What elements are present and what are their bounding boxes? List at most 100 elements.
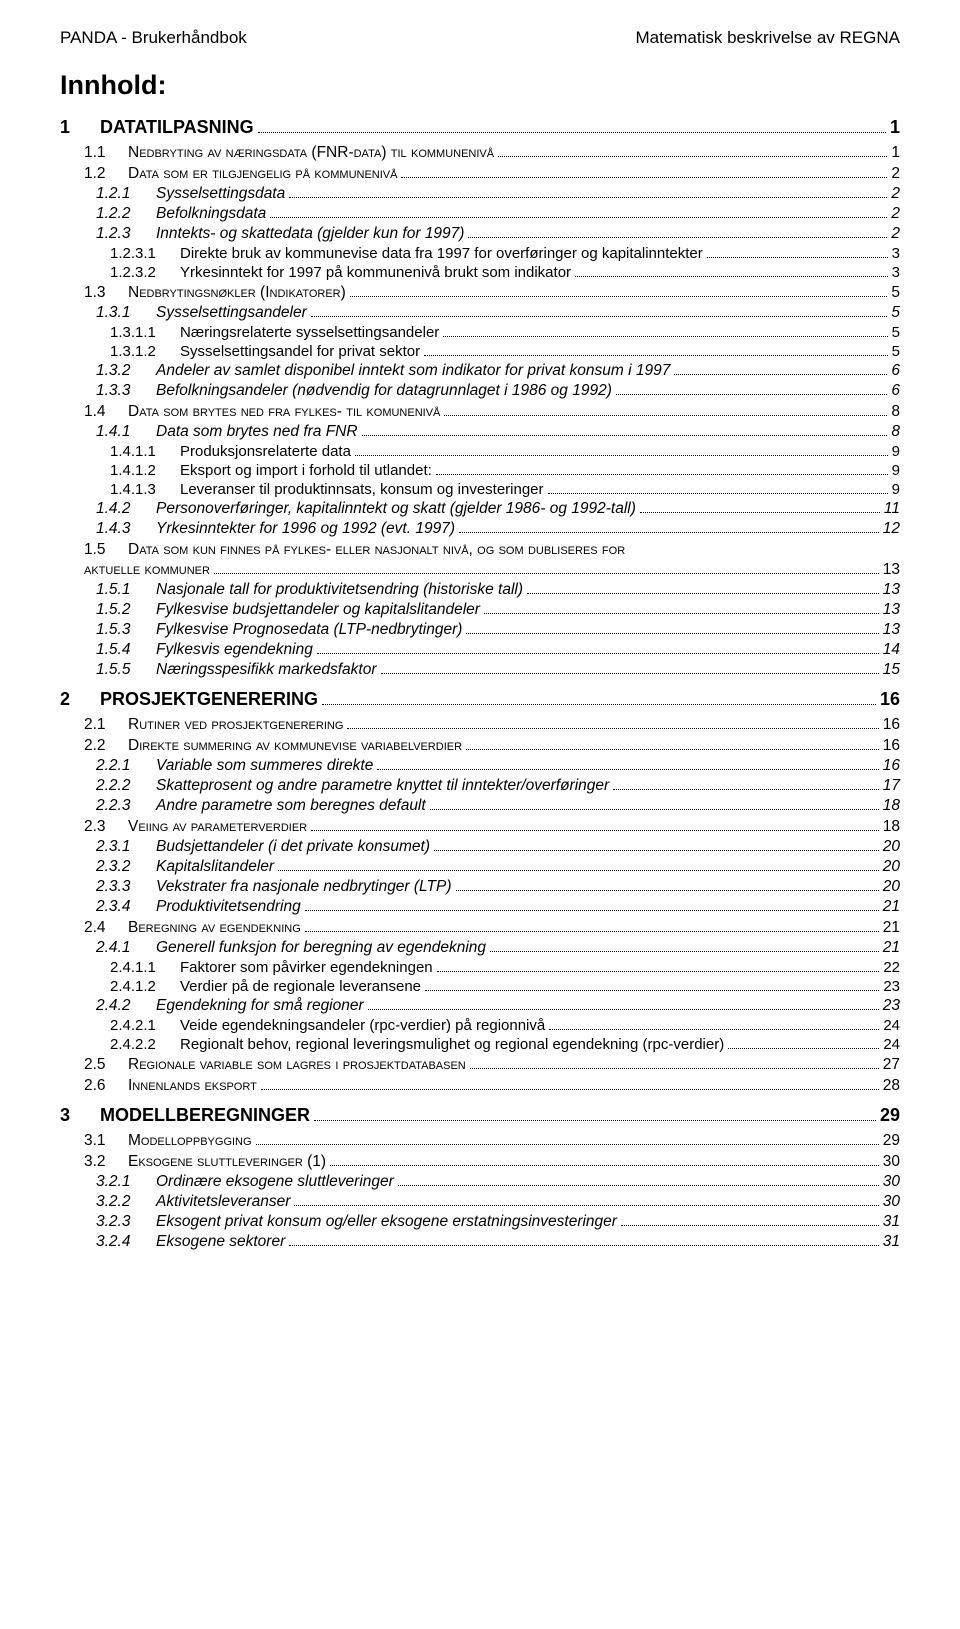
toc-entry: 3MODELLBEREGNINGER29 [60,1105,900,1126]
toc-leader-dots [707,257,888,258]
toc-leader-dots [350,296,888,297]
toc-entry-label: Generell funksjon for beregning av egend… [156,939,486,957]
toc-entry-label: Personoverføringer, kapitalinntekt og sk… [156,500,636,518]
toc-entry: 2.4.2.1Veide egendekningsandeler (rpc-ve… [60,1017,900,1034]
toc-entry-number: 3.2.4 [60,1233,156,1251]
toc-entry: 1.2.3.2Yrkesinntekt for 1997 på kommunen… [60,264,900,281]
toc-entry-label: Sysselsettingsdata [156,185,285,203]
toc-entry-label: Fylkesvise budsjettandeler og kapitalsli… [156,601,480,619]
toc-entry-number: 1.3.2 [60,362,156,380]
toc-entry: 2.4.2.2Regionalt behov, regional leverin… [60,1036,900,1053]
toc-entry-number: 1.2.2 [60,205,156,223]
toc-entry-page: 23 [883,978,900,995]
toc-entry-number: 3.2.1 [60,1173,156,1191]
toc-entry-label: Eksogent privat konsum og/eller eksogene… [156,1213,617,1231]
toc-leader-dots [621,1225,879,1226]
toc-leader-dots [616,394,888,395]
toc-leader-dots [305,931,879,932]
toc-entry-page: 31 [883,1233,900,1251]
toc-entry-number: 2.4.2.2 [60,1036,180,1053]
toc-leader-dots [613,789,879,790]
toc-leader-dots [355,455,888,456]
toc-entry-page: 22 [883,959,900,976]
toc-leader-dots [498,156,887,157]
toc-entry-page: 2 [891,225,900,243]
toc-entry-number: 2.3.4 [60,898,156,916]
toc-leader-dots [377,769,878,770]
toc-entry: 1.1Nedbryting av næringsdata (FNR-data) … [60,144,900,162]
toc-entry-number: 2.3.1 [60,838,156,856]
toc-entry-label: Kapitalslitandeler [156,858,274,876]
toc-entry-label: Rutiner ved prosjektgenerering [128,716,343,734]
toc-entry-number: 2.1 [60,716,128,734]
toc-leader-dots [437,971,880,972]
toc-entry: 3.2.1Ordinære eksogene sluttleveringer30 [60,1173,900,1191]
toc-leader-dots [398,1185,879,1186]
toc-entry-page: 13 [883,621,900,639]
toc-entry-page: 18 [883,797,900,815]
toc-entry-page: 13 [883,561,900,579]
toc-entry: 1.4.2Personoverføringer, kapitalinntekt … [60,500,900,518]
toc-entry: 3.2Eksogene sluttleveringer (1)30 [60,1153,900,1171]
toc-entry-label: Regionale variable som lagres i prosjekt… [128,1056,466,1074]
toc-entry-label: aktuelle kommuner [84,561,210,579]
toc-entry-label: Andre parametre som beregnes default [156,797,426,815]
toc-entry-number: 2.4.1 [60,939,156,957]
toc-entry-number: 2.2.3 [60,797,156,815]
toc-entry: 2PROSJEKTGENERERING16 [60,689,900,710]
toc-entry: 3.2.4Eksogene sektorer31 [60,1233,900,1251]
toc-entry-page: 18 [883,818,900,836]
toc-entry-label: Data som kun finnes på fylkes- eller nas… [128,541,625,559]
toc-entry-number: 1.4.1.1 [60,443,180,460]
toc-entry-page: 23 [883,997,900,1015]
toc-entry-number: 1.2.1 [60,185,156,203]
toc-entry-number: 1.5.2 [60,601,156,619]
toc-entry: 1.4.1Data som brytes ned fra FNR8 [60,423,900,441]
toc-leader-dots [640,512,880,513]
toc-entry-label: Ordinære eksogene sluttleveringer [156,1173,394,1191]
toc-leader-dots [305,910,879,911]
toc-leader-dots [278,870,879,871]
toc-entry: 1.2.3Inntekts- og skattedata (gjelder ku… [60,225,900,243]
toc-entry-number: 3.1 [60,1132,128,1150]
toc-entry-page: 5 [891,284,900,302]
toc-entry-number: 1.1 [60,144,128,162]
toc-leader-dots [362,435,888,436]
toc-entry-page: 27 [883,1056,900,1074]
toc-entry-number: 1.5.1 [60,581,156,599]
toc-entry: 1.5Data som kun finnes på fylkes- eller … [60,541,900,559]
toc-leader-dots [261,1089,879,1090]
toc-entry-number: 1.5.5 [60,661,156,679]
toc-entry-page: 24 [883,1036,900,1053]
toc-entry: 2.1Rutiner ved prosjektgenerering16 [60,716,900,734]
toc-entry-page: 5 [891,304,900,322]
table-of-contents: 1DATATILPASNING11.1Nedbryting av nærings… [60,117,900,1251]
toc-leader-dots [311,830,879,831]
toc-entry-label: Næringsspesifikk markedsfaktor [156,661,377,679]
toc-entry-number: 2.2.2 [60,777,156,795]
toc-leader-dots [401,177,887,178]
toc-entry-number: 2.5 [60,1056,128,1074]
toc-leader-dots [466,633,878,634]
toc-entry-number: 2.4.1.2 [60,978,180,995]
toc-leader-dots [311,316,888,317]
toc-entry-number: 2.4.1.1 [60,959,180,976]
toc-leader-dots [575,276,888,277]
toc-entry-label: Yrkesinntekter for 1996 og 1992 (evt. 19… [156,520,455,538]
toc-leader-dots [347,728,878,729]
toc-entry-page: 14 [883,641,900,659]
toc-entry-number: 3.2.2 [60,1193,156,1211]
toc-leader-dots [424,355,888,356]
toc-entry: 1.4.1.3Leveranser til produktinnsats, ko… [60,481,900,498]
header-left: PANDA - Brukerhåndbok [60,28,247,48]
toc-entry-label: Nedbrytingsnøkler (Indikatorer) [128,284,346,302]
toc-leader-dots [548,493,888,494]
toc-entry: 1.3.1Sysselsettingsandeler5 [60,304,900,322]
toc-leader-dots [459,532,879,533]
toc-leader-dots [214,573,879,574]
toc-entry-number: 1.2 [60,165,128,183]
toc-entry-label: Fylkesvis egendekning [156,641,313,659]
toc-entry-number: 1.4.1.3 [60,481,180,498]
toc-entry-label: Eksport og import i forhold til utlandet… [180,462,432,479]
toc-entry-number: 1.4.2 [60,500,156,518]
